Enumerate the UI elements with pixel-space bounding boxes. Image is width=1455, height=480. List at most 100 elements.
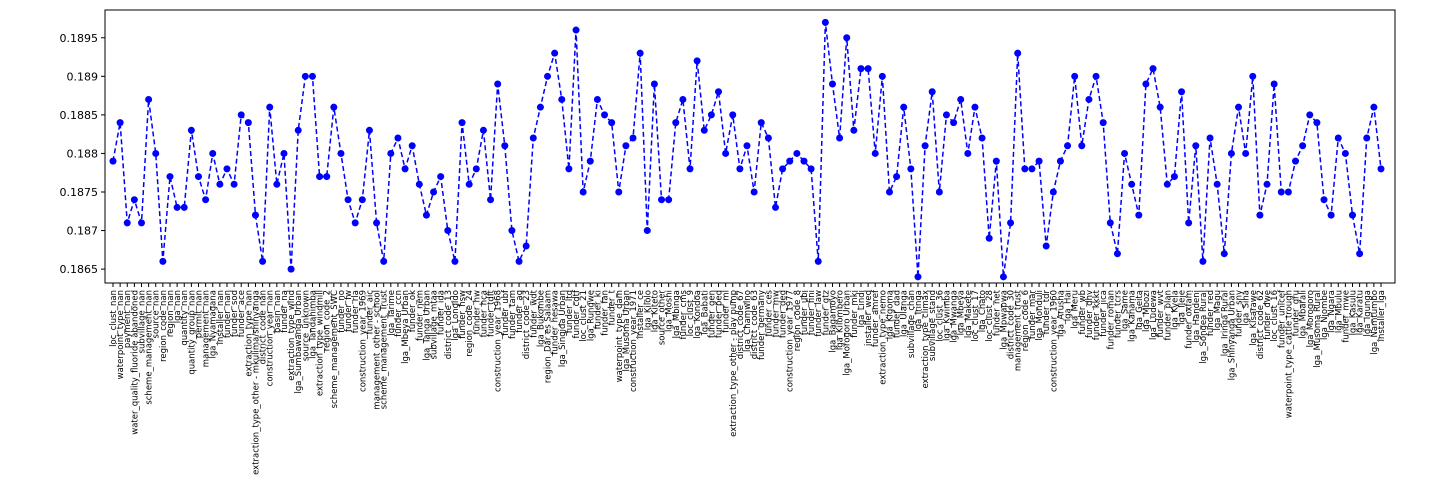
data-point [743,142,751,150]
data-point [1078,142,1086,150]
x-tick-label: subvillage_mtaa [430,290,440,359]
x-tick-label: waterpoint_type_cattle trough [1284,290,1294,418]
data-point [137,219,145,227]
x-tick-label: loc_clust_9 [686,290,696,336]
x-tick-label: region_code_24 [465,290,475,357]
x-tick-label: lga_Njombe [1320,290,1330,340]
x-tick-label: funder_cdtf [572,289,582,339]
data-point [308,72,316,80]
x-tick-label: funder_hca [479,290,489,337]
x-tick-label: extraction_type_other - play pump [729,290,739,437]
data-point [1227,149,1235,157]
x-tick-label: lga_Songea Rural [1199,290,1209,364]
x-tick-label: lga_Babati [700,290,710,335]
data-point [750,188,758,196]
data-point [715,88,723,96]
x-tick-label: lga_Igunga [1363,290,1373,337]
data-point [643,227,651,235]
data-point [1092,72,1100,80]
x-tick-label: lga_Siha [1242,290,1252,326]
x-tick-label: construction_year_1971 [629,290,639,392]
data-point [1149,65,1157,73]
x-tick-label: water_quality_fluoride abandoned [130,290,140,435]
data-point [1142,80,1150,88]
data-point [1064,142,1072,150]
data-point [123,219,131,227]
x-tick-label: funder_tcrs [1113,289,1123,338]
x-tick-label: loc_clust_21 [579,290,589,342]
x-tick-label: lga_Kondoa [693,290,703,339]
x-tick-label: lga_Karatu [1356,290,1366,335]
data-point [999,273,1007,281]
data-point [351,219,359,227]
x-tick-label: lga_Lindi [857,290,867,327]
data-point [900,103,908,111]
x-tick-label: lga_Iringa [914,290,924,332]
data-point [1071,72,1079,80]
x-tick-label: lga_Shinyanga Urban [1227,290,1237,380]
data-point [771,203,779,211]
data-point [458,119,466,127]
x-tick-label: lga_Ludewa [1149,290,1159,340]
x-tick-label: lga_Geita [1135,290,1145,330]
data-point [501,142,509,150]
x-tick-label: lga_Moshi [665,290,675,332]
x-tick-label: region_code_nan [159,290,169,362]
x-tick-label: lga_Chato [978,290,988,332]
x-tick-label: lga_nan [173,290,183,323]
x-tick-label: extraction_type_other - mkulima/shinyang… [251,290,261,475]
data-point [950,119,958,127]
data-point [722,149,730,157]
data-point [430,188,438,196]
x-tick-label: loc_clust_28 [985,290,995,342]
data-point [515,257,523,265]
data-point [487,196,495,204]
data-point [337,149,345,157]
x-tick-label: loc_clust_nan [109,290,119,347]
x-tick-label: funder_mar [1028,289,1038,339]
x-tick-label: funder_ok [408,290,418,332]
data-point [978,134,986,142]
data-point [1349,211,1357,219]
data-point [650,80,658,88]
data-point [294,126,302,134]
x-tick-label: lga_Same [1121,290,1131,331]
data-point [465,180,473,188]
data-point [1270,80,1278,88]
x-tick-label: lga_Makete [964,290,974,338]
data-point [893,173,901,181]
data-point [1085,95,1093,103]
data-point [914,273,922,281]
data-point [551,49,559,57]
x-tick-label: lga_Kwimba [942,290,952,341]
x-tick-label: funder_amref [871,289,881,347]
x-tick-label: district_code_30 [1007,290,1017,359]
data-point [586,157,594,165]
x-tick-label: lga_Musoma Rural [1313,290,1323,368]
data-point [821,18,829,26]
data-point [1170,173,1178,181]
x-tick-label: funder_ki [593,290,603,329]
x-tick-label: funder_germany [757,290,767,360]
data-point [1213,180,1221,188]
data-point [373,219,381,227]
data-point [757,119,765,127]
data-point [287,265,295,273]
data-point [408,142,416,150]
x-tick-label: construction_year_1969 [358,290,368,392]
x-tick-label: district_code_62 [1256,290,1266,359]
x-tick-label: subvillage_stand [928,290,938,361]
data-point [365,126,373,134]
x-tick-label: basin_nan [273,290,283,333]
x-tick-label: funder_mki [850,290,860,338]
x-tick-label: funder_sny [1235,290,1245,337]
data-point [1327,211,1335,219]
data-point [992,157,1000,165]
x-tick-label: funder_wb [1078,290,1088,334]
data-point [1299,142,1307,150]
y-tick-label: 0.1895 [60,32,99,45]
x-tick-label: district_code_23 [522,290,532,359]
data-point [907,165,915,173]
x-tick-label: lga_Bukombe [536,290,546,347]
